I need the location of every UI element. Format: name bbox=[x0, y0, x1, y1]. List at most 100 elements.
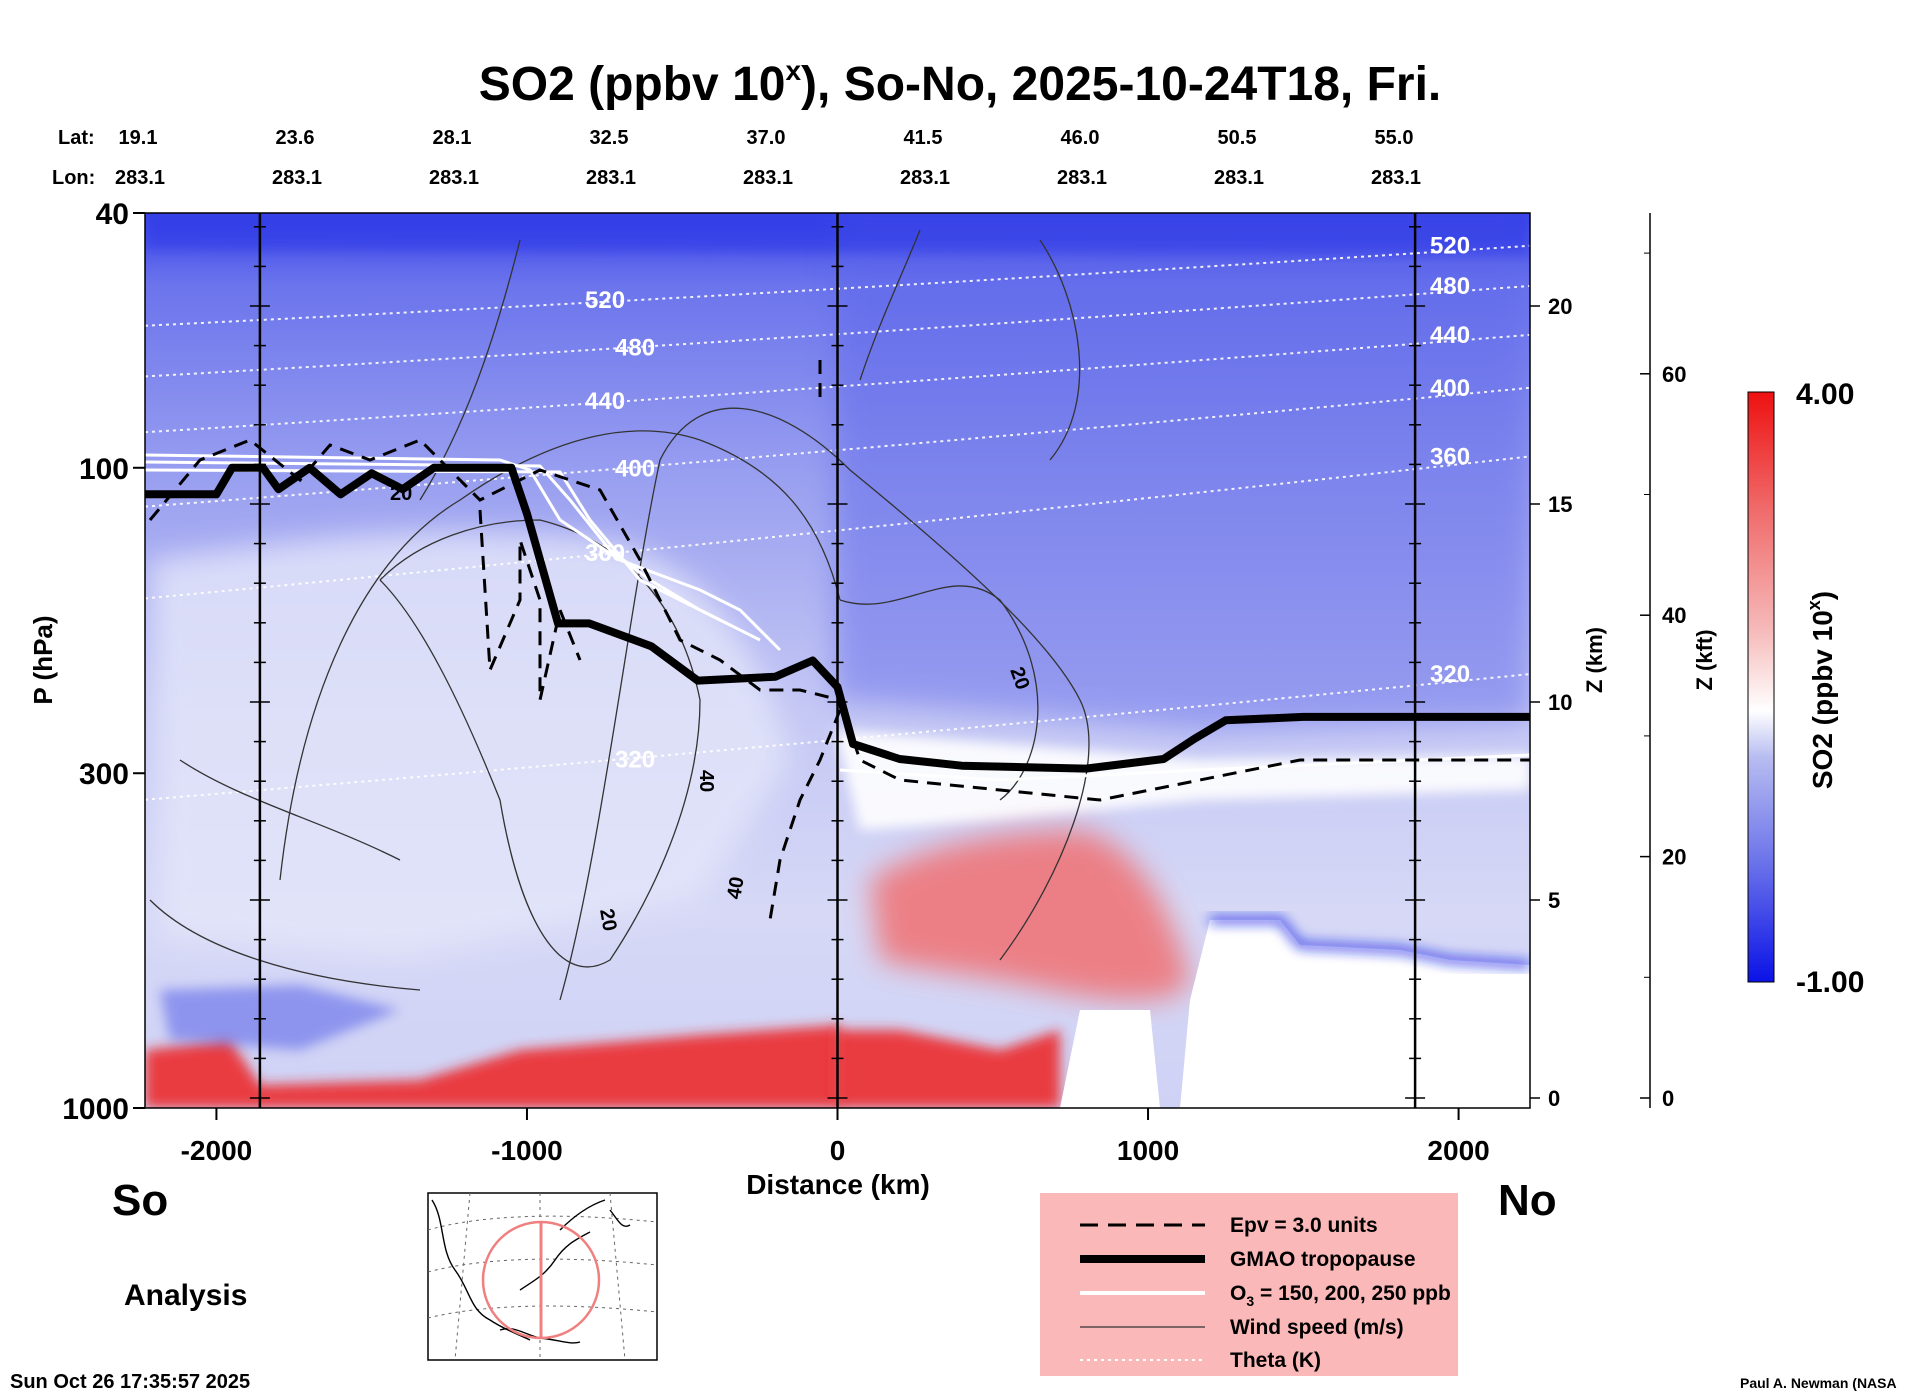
z-km-tick-label: 5 bbox=[1548, 888, 1560, 913]
lon-tick-label: 283.1 bbox=[1371, 167, 1421, 189]
legend-label-tropopause: GMAO tropopause bbox=[1230, 1248, 1416, 1271]
wind-label: 40 bbox=[723, 875, 749, 901]
timestamp: Sun Oct 26 17:35:57 2025 bbox=[10, 1371, 250, 1393]
z-km-tick-label: 10 bbox=[1548, 690, 1572, 715]
lat-tick-label: 28.1 bbox=[433, 127, 472, 149]
lat-tick-label: 32.5 bbox=[590, 127, 629, 149]
z-km-tick-label: 20 bbox=[1548, 294, 1572, 319]
north-label: No bbox=[1498, 1176, 1557, 1225]
x-axis: -2000 -1000 0 1000 2000 bbox=[181, 1108, 1490, 1166]
so2-field-blue-patch bbox=[160, 985, 400, 1050]
x-tick-label: -1000 bbox=[491, 1135, 563, 1166]
legend-label-ozone: O3 = 150, 200, 250 ppb bbox=[1230, 1282, 1451, 1309]
theta-contour-label-right: 520 bbox=[1430, 233, 1470, 260]
z-kft-tick-label: 60 bbox=[1662, 362, 1686, 387]
z-kft-axis-label: Z (kft) bbox=[1692, 629, 1717, 690]
lon-tick-label: 283.1 bbox=[900, 167, 950, 189]
legend-label-epv: Epv = 3.0 units bbox=[1230, 1214, 1378, 1237]
theta-contour-label-right: 360 bbox=[1430, 443, 1470, 470]
lon-row-label: Lon: bbox=[52, 167, 95, 189]
lon-tick-label: 283.1 bbox=[1214, 167, 1264, 189]
y-tick-label: 1000 bbox=[62, 1093, 129, 1126]
theta-contour-label: 480 bbox=[615, 334, 655, 361]
reference-vertical-lines bbox=[249, 213, 1426, 1108]
theta-contour-label-right: 480 bbox=[1430, 273, 1470, 300]
x-tick-label: -2000 bbox=[181, 1135, 253, 1166]
credit: Paul A. Newman (NASA bbox=[1740, 1375, 1897, 1391]
lat-tick-label: 19.1 bbox=[119, 127, 158, 149]
lat-row-label: Lat: bbox=[58, 127, 95, 149]
theta-contour-label-right: 400 bbox=[1430, 375, 1470, 402]
wind-contour-40 bbox=[379, 519, 701, 968]
epv-contour-low bbox=[768, 709, 842, 921]
y-tick-label: 40 bbox=[96, 198, 129, 231]
colorbar-title: SO2 (ppbv 10x) bbox=[1804, 591, 1838, 789]
so2-field-blue-edge bbox=[1210, 917, 1530, 968]
legend: Epv = 3.0 units GMAO tropopause O3 = 150… bbox=[1040, 1193, 1458, 1376]
z-km-axis-label: Z (km) bbox=[1582, 627, 1607, 693]
wind-contour-20-left bbox=[279, 430, 841, 881]
epv-contour-main bbox=[148, 438, 1530, 802]
wind-label: 20 bbox=[390, 483, 412, 505]
wind-label: 40 bbox=[695, 770, 717, 792]
so2-field-surface-red bbox=[145, 1025, 840, 1108]
lat-lon-ticks: 19.1 23.6 28.1 32.5 37.0 41.5 46.0 50.5 55.0 283.… bbox=[115, 127, 1421, 189]
lat-tick-label: 41.5 bbox=[904, 127, 943, 149]
lat-tick-label: 23.6 bbox=[276, 127, 315, 149]
z-kft-tick-label: 20 bbox=[1662, 845, 1686, 870]
z-km-tick-label: 15 bbox=[1548, 492, 1572, 517]
lat-tick-label: 46.0 bbox=[1061, 127, 1100, 149]
theta-contour-label-right: 320 bbox=[1430, 661, 1470, 688]
theta-contour-label: 320 bbox=[615, 747, 655, 774]
so2-field-surface-red-right bbox=[835, 1030, 1060, 1108]
so2-field-white-blocks bbox=[1060, 920, 1530, 1108]
z-kft-axis: 0 20 40 60 bbox=[1640, 213, 1686, 1111]
y-tick-label: 300 bbox=[79, 758, 129, 791]
z-kft-tick-label: 40 bbox=[1662, 603, 1686, 628]
x-tick-label: 0 bbox=[830, 1135, 846, 1166]
theta-contour-label: 520 bbox=[585, 287, 625, 314]
y-axis-label: P (hPa) bbox=[28, 615, 58, 704]
x-tick-label: 1000 bbox=[1117, 1135, 1179, 1166]
analysis-label: Analysis bbox=[124, 1279, 247, 1312]
z-km-tick-label: 0 bbox=[1548, 1086, 1560, 1111]
z-km-axis: 0 5 10 15 20 bbox=[1530, 294, 1572, 1111]
gmao-tropopause-line bbox=[145, 463, 1530, 773]
so2-field-white-band bbox=[835, 730, 1530, 830]
lat-tick-label: 37.0 bbox=[747, 127, 786, 149]
x-tick-label: 2000 bbox=[1427, 1135, 1489, 1166]
lon-tick-label: 283.1 bbox=[1057, 167, 1107, 189]
lon-tick-label: 283.1 bbox=[272, 167, 322, 189]
south-label: So bbox=[112, 1176, 168, 1225]
lon-tick-label: 283.1 bbox=[586, 167, 636, 189]
o3-contour-150 bbox=[145, 453, 782, 652]
lat-tick-label: 50.5 bbox=[1218, 127, 1257, 149]
colorbar-min-label: -1.00 bbox=[1796, 966, 1864, 999]
locator-map bbox=[427, 1192, 658, 1361]
legend-label-wind: Wind speed (m/s) bbox=[1230, 1316, 1404, 1339]
z-kft-tick-label: 0 bbox=[1662, 1086, 1674, 1111]
locator-map-graticule bbox=[427, 1192, 658, 1361]
so2-field-stratosphere bbox=[835, 213, 1530, 730]
lon-tick-label: 283.1 bbox=[429, 167, 479, 189]
colorbar-max-label: 4.00 bbox=[1796, 378, 1854, 411]
lat-tick-label: 55.0 bbox=[1375, 127, 1414, 149]
chart-title: SO2 (ppbv 10x), So-No, 2025-10-24T18, Fr… bbox=[479, 55, 1442, 111]
wind-contour-20-right bbox=[839, 585, 1039, 801]
theta-contour-label: 440 bbox=[585, 388, 625, 415]
theta-contour-label-right: 440 bbox=[1430, 322, 1470, 349]
so2-field-pale-region bbox=[150, 531, 790, 960]
lon-tick-label: 283.1 bbox=[743, 167, 793, 189]
ozone-contours bbox=[145, 453, 1530, 782]
y-tick-label: 100 bbox=[79, 453, 129, 486]
wind-label: 20 bbox=[595, 907, 621, 933]
colorbar bbox=[1747, 391, 1775, 983]
lon-tick-label: 283.1 bbox=[115, 167, 165, 189]
x-axis-label: Distance (km) bbox=[746, 1169, 930, 1200]
y-axis: 40 100 300 1000 bbox=[62, 198, 145, 1126]
legend-label-theta: Theta (K) bbox=[1230, 1349, 1321, 1372]
o3-contour-right bbox=[839, 753, 1530, 782]
theta-contour-label: 400 bbox=[615, 456, 655, 483]
